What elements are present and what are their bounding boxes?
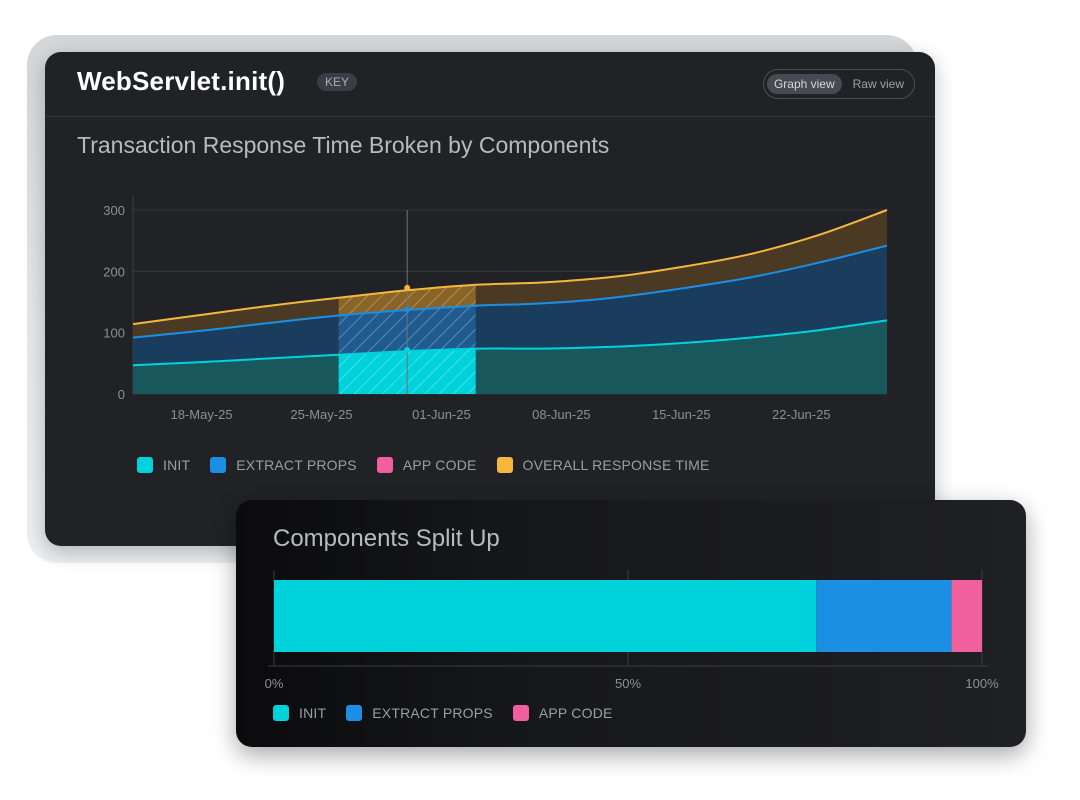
chart-legend: INIT EXTRACT PROPS APP CODE OVERALL RESPONS… [137,457,730,473]
page-title: WebServlet.init() [77,66,286,96]
legend-swatch [273,705,289,721]
init-line [132,319,888,367]
legend-swatch [496,457,513,473]
legend-item-init[interactable]: INIT [137,457,190,473]
init-area [133,320,887,394]
legend-label: APP CODE [402,457,477,473]
hover-point[interactable] [404,306,411,313]
x-tick-label: 22-Jun-25 [772,407,831,422]
legend-label: INIT [163,457,191,473]
y-tick-label: 300 [103,203,125,218]
legend-item-overall-response-time[interactable]: OVERALL RESPONSE TIME [496,457,710,473]
x-tick-label: 25-May-25 [290,407,352,422]
legend-label: EXTRACT PROPS [236,457,357,473]
response-time-card: WebServlet.init() KEY Graph view Raw vie… [45,52,935,546]
overall-response-line [132,209,888,326]
split-legend-item-app-code[interactable]: APP CODE [512,705,613,721]
split-title: Components Split Up [273,525,500,552]
legend-swatch [210,457,227,473]
split-bar-extract-props[interactable] [816,580,952,652]
split-legend-item-extract-props[interactable]: EXTRACT PROPS [346,705,493,721]
legend-label: INIT [299,705,327,721]
split-bar-init[interactable] [274,580,817,652]
legend-swatch [346,705,363,721]
legend-label: EXTRACT PROPS [372,705,493,721]
legend-label: APP CODE [538,705,613,721]
legend-label: OVERALL RESPONSE TIME [522,457,710,473]
chart-title: Transaction Response Time Broken by Comp… [77,132,610,158]
y-tick-label: 200 [103,264,125,279]
raw-view-button[interactable]: Raw view [852,77,904,91]
hover-point[interactable] [404,346,411,353]
extract-props-line [132,244,888,339]
split-legend: INIT EXTRACT PROPS APP CODE [273,705,633,721]
components-split-card: Components Split Up 0% 50% 100% INIT EXTRAC… [236,500,1026,747]
split-x-tick-label: 100% [965,676,999,691]
split-legend-item-init[interactable]: INIT [273,705,326,721]
x-tick-label: 08-Jun-25 [532,407,591,422]
legend-swatch [137,457,153,473]
components-split-chart: 0% 50% 100% [265,570,999,691]
y-tick-label: 100 [103,326,125,341]
graph-view-button[interactable]: Graph view [766,74,842,94]
legend-item-app-code[interactable]: APP CODE [376,457,477,473]
response-time-chart: 0 100 200 300 18-May-25 25-May-25 01-Jun-25 08-… [103,195,888,422]
split-bar-app-code[interactable] [951,580,982,652]
legend-item-extract-props[interactable]: EXTRACT PROPS [210,457,357,473]
key-badge[interactable]: KEY [317,73,358,91]
hover-point[interactable] [404,284,411,291]
legend-swatch [376,457,393,473]
overall-response-area [133,210,887,338]
split-x-tick-label: 0% [265,676,284,691]
view-toggle: Graph view Raw view [762,69,915,99]
x-tick-label: 15-Jun-25 [652,407,711,422]
split-x-tick-label: 50% [615,676,641,691]
x-tick-label: 18-May-25 [170,407,232,422]
legend-swatch [512,705,529,721]
y-tick-label: 0 [118,387,125,402]
x-tick-label: 01-Jun-25 [412,407,471,422]
card-header: WebServlet.init() KEY Graph view Raw vie… [45,52,935,117]
